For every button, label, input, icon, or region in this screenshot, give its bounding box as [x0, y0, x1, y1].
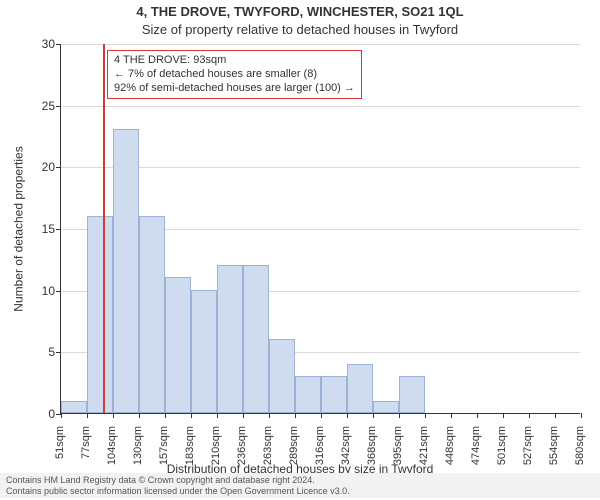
gridline: [61, 44, 580, 45]
y-tick-mark: [56, 44, 61, 45]
gridline: [61, 106, 580, 107]
page-subtitle: Size of property relative to detached ho…: [0, 22, 600, 37]
y-tick-label: 20: [15, 160, 55, 174]
x-tick-mark: [243, 413, 244, 418]
y-tick-label: 0: [15, 407, 55, 421]
chart-container: 4, THE DROVE, TWYFORD, WINCHESTER, SO21 …: [0, 0, 600, 500]
page-title: 4, THE DROVE, TWYFORD, WINCHESTER, SO21 …: [0, 4, 600, 19]
x-tick-mark: [295, 413, 296, 418]
x-tick-mark: [581, 413, 582, 418]
x-tick-mark: [139, 413, 140, 418]
y-tick-mark: [56, 167, 61, 168]
annotation-box: 4 THE DROVE: 93sqm ← 7% of detached hous…: [107, 50, 362, 99]
x-tick-mark: [191, 413, 192, 418]
annotation-line: 4 THE DROVE: 93sqm: [114, 54, 355, 68]
footer-line: Contains public sector information licen…: [6, 486, 594, 496]
y-tick-label: 15: [15, 222, 55, 236]
histogram-bar: [113, 129, 139, 413]
x-tick-mark: [347, 413, 348, 418]
x-tick-mark: [399, 413, 400, 418]
histogram-bar: [347, 364, 373, 413]
x-tick-mark: [373, 413, 374, 418]
histogram-bar: [321, 376, 347, 413]
x-tick-mark: [529, 413, 530, 418]
y-tick-mark: [56, 106, 61, 107]
histogram-bar: [217, 265, 243, 413]
x-tick-mark: [165, 413, 166, 418]
y-tick-label: 10: [15, 284, 55, 298]
histogram-bar: [399, 376, 425, 413]
x-tick-mark: [61, 413, 62, 418]
histogram-bar: [191, 290, 217, 413]
histogram-bar: [165, 277, 191, 413]
histogram-bar: [295, 376, 321, 413]
x-tick-mark: [477, 413, 478, 418]
y-tick-mark: [56, 291, 61, 292]
x-tick-mark: [113, 413, 114, 418]
x-tick-mark: [503, 413, 504, 418]
plot-area: 4 THE DROVE: 93sqm ← 7% of detached hous…: [60, 44, 580, 414]
y-tick-label: 5: [15, 345, 55, 359]
histogram-bar: [373, 401, 399, 413]
histogram-bar: [139, 216, 165, 413]
histogram-bar: [243, 265, 269, 413]
annotation-line: ← 7% of detached houses are smaller (8): [114, 68, 355, 82]
annotation-line: 92% of semi-detached houses are larger (…: [114, 82, 355, 96]
footer: Contains HM Land Registry data © Crown c…: [0, 473, 600, 498]
histogram-bar: [87, 216, 113, 413]
x-tick-mark: [425, 413, 426, 418]
footer-line: Contains HM Land Registry data © Crown c…: [6, 475, 594, 485]
y-tick-mark: [56, 352, 61, 353]
x-tick-mark: [269, 413, 270, 418]
x-tick-mark: [555, 413, 556, 418]
x-tick-mark: [321, 413, 322, 418]
x-tick-mark: [87, 413, 88, 418]
y-tick-label: 25: [15, 99, 55, 113]
x-tick-mark: [451, 413, 452, 418]
histogram-bar: [61, 401, 87, 413]
y-tick-mark: [56, 229, 61, 230]
histogram-bar: [269, 339, 295, 413]
y-tick-label: 30: [15, 37, 55, 51]
marker-line: [103, 44, 105, 413]
x-tick-mark: [217, 413, 218, 418]
